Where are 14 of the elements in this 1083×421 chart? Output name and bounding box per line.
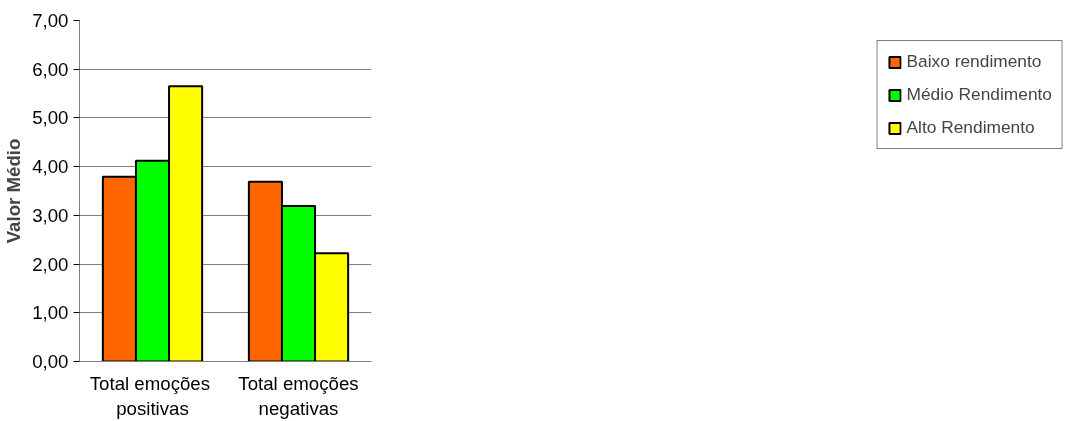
y-axis-title: Valor Médio xyxy=(3,138,25,244)
y-tick-label: 5,00 xyxy=(32,107,69,129)
y-tick-label: 1,00 xyxy=(32,302,69,324)
x-tick-label: Total emoções positivas xyxy=(89,372,211,419)
y-tick-label: 6,00 xyxy=(32,58,69,80)
y-tick-label: 3,00 xyxy=(32,204,69,226)
y-tick-label: 0,00 xyxy=(32,351,69,372)
legend-label: Médio Rendimento xyxy=(906,84,1052,105)
y-tick-label: 2,00 xyxy=(32,253,69,275)
y-tick-label: 7,00 xyxy=(32,10,69,31)
legend-label: Alto Rendimento xyxy=(906,117,1035,138)
y-tick-label: 4,00 xyxy=(32,156,69,178)
x-tick-label: Total emoções negativas xyxy=(238,372,359,419)
legend-label: Baixo rendimento xyxy=(906,51,1042,72)
